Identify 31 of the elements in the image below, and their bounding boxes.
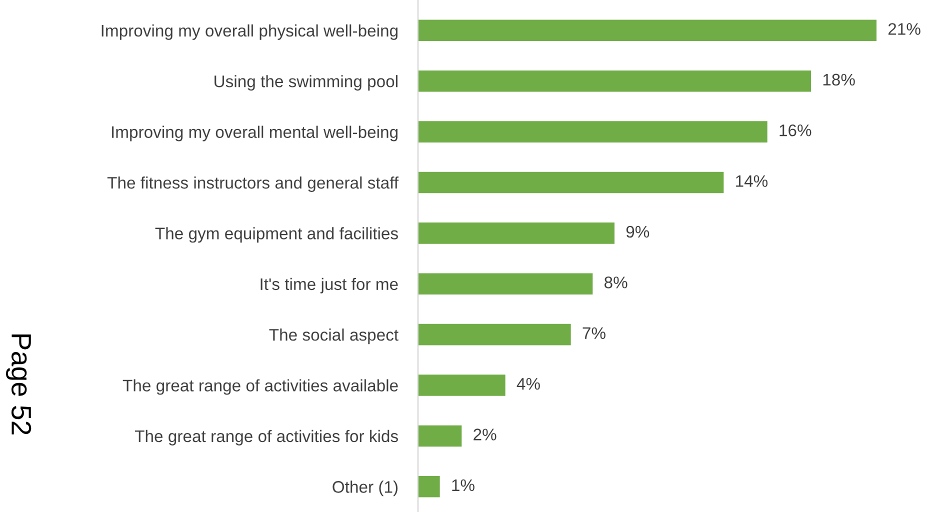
- y-tick-label: The fitness instructors and general staff: [107, 176, 399, 192]
- data-label: 16%: [780, 124, 812, 136]
- y-tick-label: It's time just for me: [260, 278, 398, 294]
- y-tick-label: The gym equipment and facilities: [155, 227, 398, 243]
- bar: [418, 324, 571, 346]
- data-label: 4%: [516, 378, 540, 390]
- bar: [418, 70, 812, 92]
- data-label: 8%: [604, 276, 628, 288]
- data-label: 9%: [626, 226, 650, 238]
- bar: [418, 273, 593, 295]
- data-label: 18%: [823, 74, 855, 86]
- y-tick-label: Using the swimming pool: [214, 75, 398, 91]
- y-tick-label: Other (1): [332, 480, 398, 496]
- data-label: 2%: [474, 428, 496, 440]
- y-tick-label: Improving my overall physical well-being: [102, 24, 398, 40]
- data-label: 14%: [736, 175, 768, 187]
- data-label: 1%: [452, 479, 474, 492]
- y-tick-label: Improving my overall mental well-being: [112, 126, 398, 142]
- text: Page 52: [6, 334, 32, 434]
- bar: [418, 476, 440, 498]
- bar: [418, 121, 768, 142]
- bar: [418, 222, 615, 244]
- y-tick-label: The social aspect: [269, 328, 398, 344]
- bar: [418, 425, 462, 447]
- bar: [418, 20, 877, 42]
- y-tick-label: The great range of activities available: [122, 379, 398, 395]
- data-label: 7%: [582, 327, 606, 339]
- data-label: 21%: [888, 23, 920, 35]
- bar: [418, 172, 724, 194]
- bar: [418, 374, 506, 396]
- y-tick-label: The great range of activities for kids: [134, 430, 398, 446]
